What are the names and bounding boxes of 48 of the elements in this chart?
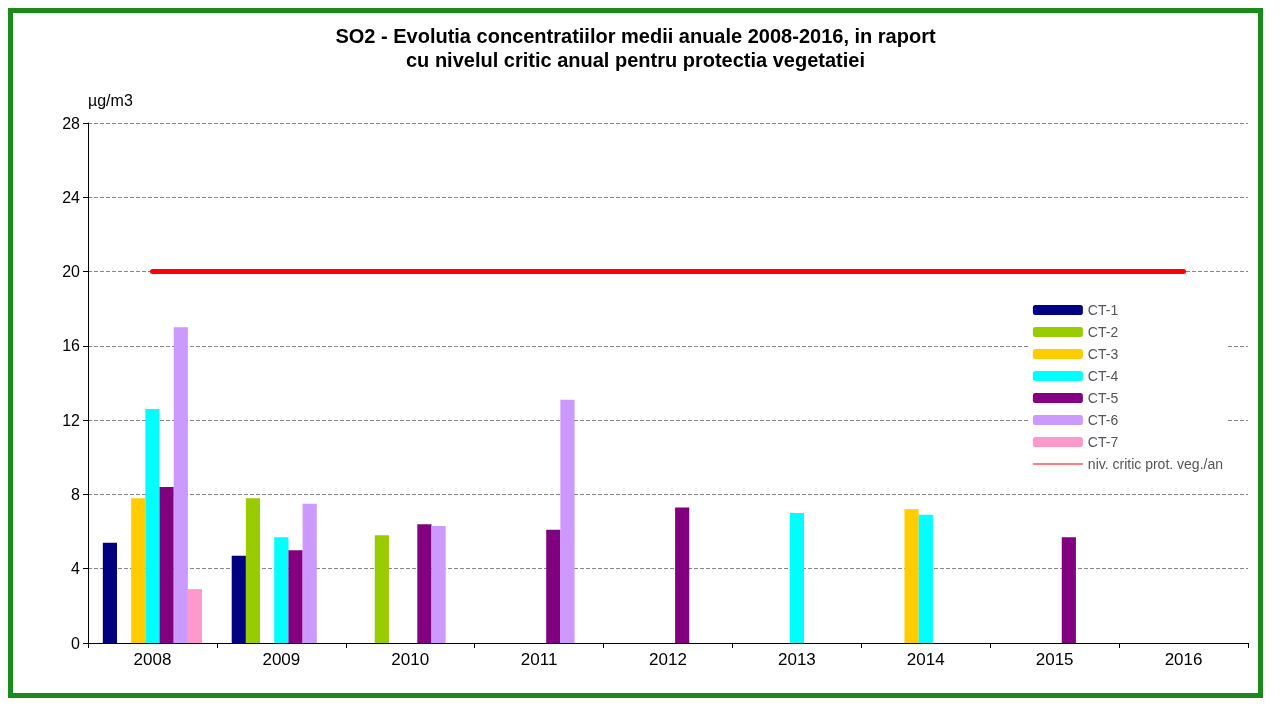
x-tick-label: 2011 bbox=[520, 650, 558, 669]
chart-title: SO2 - Evolutia concentratiilor medii anuale 2008-2016, in raport cu nivelul critic anual pentru protectia vegetatiei bbox=[335, 25, 936, 71]
bar bbox=[560, 399, 575, 643]
bar bbox=[431, 526, 446, 643]
x-tick-label: 2013 bbox=[777, 650, 816, 669]
bar bbox=[245, 498, 261, 643]
y-tick-label: 28 bbox=[62, 114, 81, 132]
x-tick-label: 2015 bbox=[1035, 650, 1074, 669]
bar bbox=[159, 487, 174, 643]
x-tick-label: 2008 bbox=[133, 650, 172, 669]
legend-label: CT-7 bbox=[1087, 434, 1119, 450]
y-tick-label: 8 bbox=[71, 485, 81, 503]
y-tick-label: 4 bbox=[71, 560, 81, 578]
bar bbox=[102, 542, 117, 643]
legend-label: CT-1 bbox=[1087, 302, 1119, 318]
legend-label: CT-2 bbox=[1087, 324, 1119, 340]
legend-label: niv. critic prot. veg./an bbox=[1087, 456, 1224, 472]
y-axis-title: µg/m3 bbox=[88, 91, 133, 109]
y-tick-label: 20 bbox=[62, 263, 81, 281]
bar bbox=[302, 503, 317, 643]
legend-label: CT-5 bbox=[1087, 390, 1119, 406]
x-tick-label: 2010 bbox=[391, 650, 430, 669]
x-tick-label: 2016 bbox=[1164, 650, 1203, 669]
x-tick-label: 2012 bbox=[649, 650, 687, 669]
x-tick-label: 2009 bbox=[262, 650, 301, 669]
bar bbox=[274, 537, 289, 643]
y-tick-label: 24 bbox=[62, 188, 81, 206]
y-tick-label: 12 bbox=[62, 411, 81, 429]
x-tick-label: 2014 bbox=[906, 650, 945, 669]
bar bbox=[1061, 537, 1076, 643]
bar bbox=[417, 524, 432, 643]
bar bbox=[173, 327, 188, 643]
bar bbox=[675, 507, 690, 643]
bar bbox=[918, 514, 933, 643]
bar bbox=[288, 550, 303, 643]
legend-label: CT-6 bbox=[1087, 412, 1119, 428]
bar bbox=[131, 498, 146, 643]
bar bbox=[374, 535, 389, 643]
legend-label: CT-3 bbox=[1087, 346, 1119, 362]
y-tick-label: 0 bbox=[71, 634, 81, 652]
y-tick-label: 16 bbox=[62, 337, 81, 355]
bar bbox=[187, 589, 203, 643]
bar bbox=[231, 555, 246, 643]
bar bbox=[145, 409, 160, 643]
legend-label: CT-4 bbox=[1087, 368, 1119, 384]
bar bbox=[546, 529, 561, 643]
bar bbox=[789, 513, 804, 643]
bar bbox=[904, 509, 919, 643]
